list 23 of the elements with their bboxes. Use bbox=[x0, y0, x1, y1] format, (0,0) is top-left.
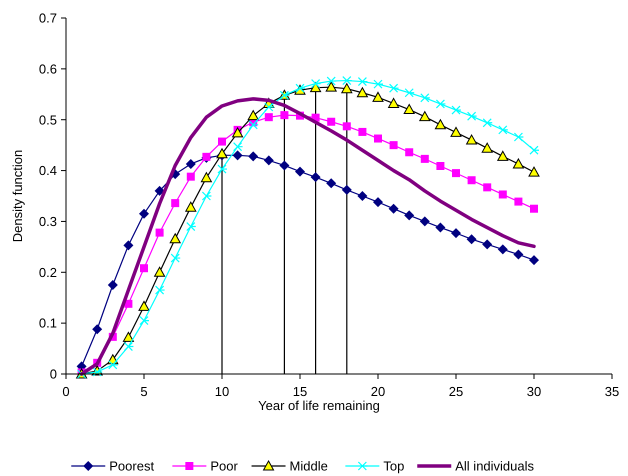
x-tick-label: 5 bbox=[140, 384, 148, 399]
legend-label: Middle bbox=[290, 458, 328, 474]
y-tick-label: 0.5 bbox=[38, 112, 57, 128]
legend-label: Poorest bbox=[109, 458, 154, 474]
legend-label: All individuals bbox=[455, 458, 535, 474]
y-tick-label: 0.3 bbox=[38, 214, 57, 229]
x-tick-label: 35 bbox=[604, 384, 620, 399]
x-axis-title: Year of life remaining bbox=[258, 398, 380, 413]
y-tick-label: 0.6 bbox=[38, 61, 57, 76]
x-tick-label: 15 bbox=[292, 384, 308, 399]
legend-label: Top bbox=[383, 458, 404, 474]
y-tick-label: 0.7 bbox=[38, 10, 57, 26]
x-tick-label: 0 bbox=[62, 384, 70, 399]
x-tick-label: 30 bbox=[526, 384, 542, 399]
y-axis-title: Density function bbox=[10, 150, 25, 242]
legend-label: Poor bbox=[210, 458, 238, 474]
x-tick-label: 20 bbox=[370, 384, 386, 399]
x-tick-label: 25 bbox=[448, 384, 464, 399]
y-tick-label: 0.2 bbox=[38, 264, 57, 280]
y-tick-label: 0.1 bbox=[38, 316, 57, 331]
y-tick-label: 0 bbox=[50, 366, 57, 382]
y-tick-label: 0.4 bbox=[38, 163, 57, 178]
x-tick-label: 10 bbox=[214, 384, 230, 399]
